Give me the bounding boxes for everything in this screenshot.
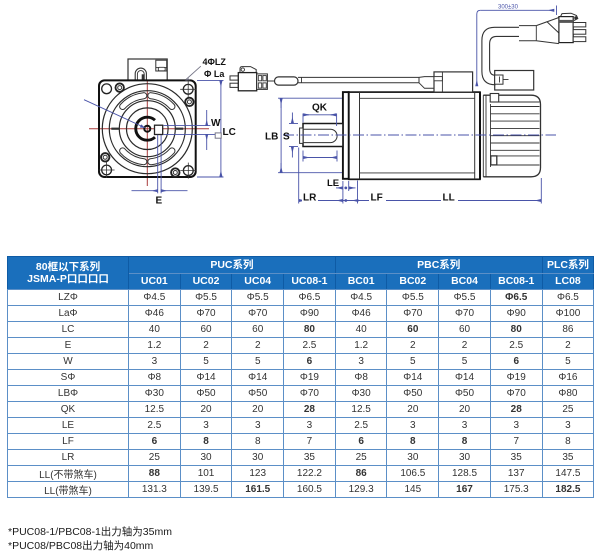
svg-text:LB: LB (265, 131, 278, 142)
svg-text:LC: LC (223, 127, 236, 138)
svg-text:Φ La: Φ La (204, 69, 225, 79)
svg-text:W: W (211, 118, 221, 129)
svg-text:QK: QK (312, 103, 328, 114)
svg-text:4ΦLZ: 4ΦLZ (203, 57, 227, 67)
svg-text:LR: LR (303, 193, 317, 204)
svg-text:E: E (156, 196, 163, 207)
svg-text:LE: LE (327, 178, 339, 189)
svg-text:S: S (283, 131, 290, 142)
svg-text:300±30: 300±30 (498, 4, 519, 10)
svg-text:LL: LL (443, 193, 455, 204)
svg-text:LF: LF (371, 193, 383, 204)
